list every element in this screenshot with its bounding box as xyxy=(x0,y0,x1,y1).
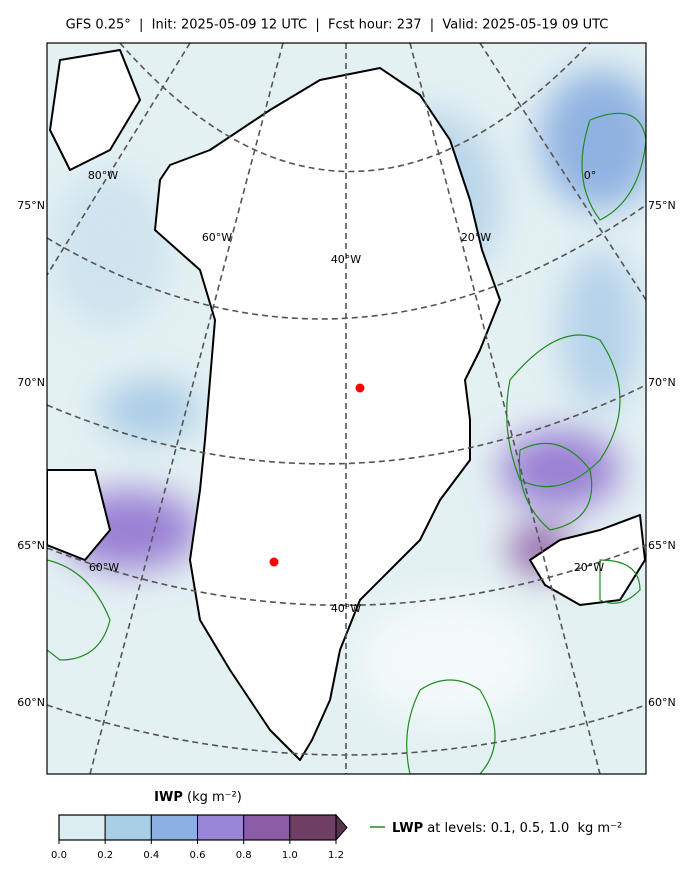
colorbar-tick-label: 0.0 xyxy=(51,850,67,861)
colorbar-segment xyxy=(104,814,152,841)
greenland-coast xyxy=(154,67,501,761)
lon-label: 80°W xyxy=(88,169,118,182)
lon-label: 20°W xyxy=(461,231,491,244)
colorbar-segment xyxy=(197,814,245,841)
lon-label: 60°W xyxy=(202,231,232,244)
iceland-coast xyxy=(529,514,646,606)
arctic-islands xyxy=(49,49,141,171)
map-frame xyxy=(46,42,647,775)
lon-label: 20°W xyxy=(574,561,604,574)
location-marker xyxy=(355,383,365,393)
lon-label: 40°W xyxy=(331,253,361,266)
lat-label: 75°N xyxy=(17,199,45,212)
colorbar-segment xyxy=(289,814,337,841)
colorbar-units: (kg m⁻²) xyxy=(187,790,242,805)
lat-label: 70°N xyxy=(17,376,45,389)
colorbar-extension xyxy=(335,813,348,842)
location-marker xyxy=(269,557,279,567)
colorbar-tick-label: 0.8 xyxy=(236,850,252,861)
lwp-contours xyxy=(47,112,646,774)
colorbar-segment xyxy=(243,814,291,841)
lat-label: 65°N xyxy=(17,539,45,552)
lat-label: 60°N xyxy=(648,696,676,709)
colorbar-tick-label: 0.4 xyxy=(143,850,159,861)
colorbar-tick-label: 1.0 xyxy=(282,850,298,861)
legend-name: LWP xyxy=(392,821,423,836)
canada-coast xyxy=(47,469,111,561)
lat-label: 60°N xyxy=(17,696,45,709)
colorbar-tick-label: 0.2 xyxy=(97,850,113,861)
lon-label: 0° xyxy=(584,169,597,182)
title: GFS 0.25° | Init: 2025-05-09 12 UTC | Fc… xyxy=(66,18,609,33)
map: 80°W 60°W 40°W 20°W 0° 60°W 40°W 20°W xyxy=(47,43,646,774)
colorbar-tick-label: 0.6 xyxy=(190,850,206,861)
lat-label: 75°N xyxy=(648,199,676,212)
colorbar-tick-label: 1.2 xyxy=(328,850,344,861)
lat-label: 65°N xyxy=(648,539,676,552)
graticule xyxy=(47,43,646,774)
colorbar-segment xyxy=(150,814,198,841)
colorbar-label-name: IWP xyxy=(154,790,183,805)
lon-label: 40°W xyxy=(331,602,361,615)
colorbar-segment xyxy=(58,814,106,841)
lat-label: 70°N xyxy=(648,376,676,389)
legend-text: at levels: 0.1, 0.5, 1.0 kg m⁻² xyxy=(427,821,622,836)
colorbar-label: IWP (kg m⁻²) xyxy=(154,790,242,805)
lon-label: 60°W xyxy=(89,561,119,574)
legend-entry: LWP at levels: 0.1, 0.5, 1.0 kg m⁻² xyxy=(392,821,622,836)
